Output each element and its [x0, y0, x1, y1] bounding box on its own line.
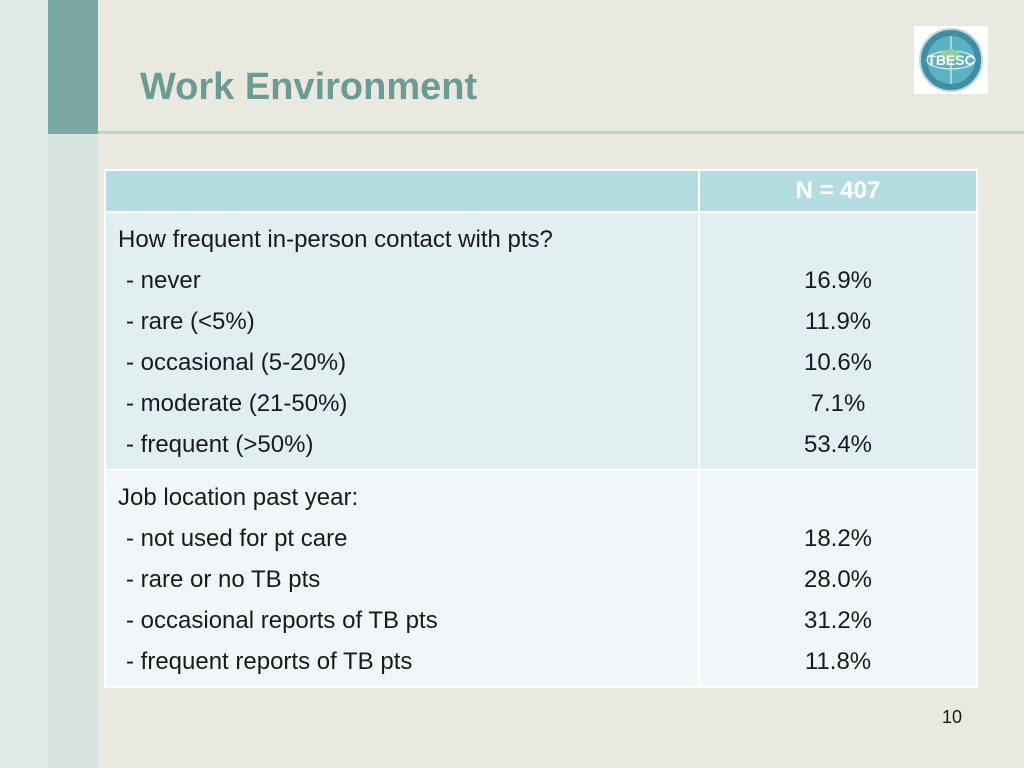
- list-item-label: - moderate (21-50%): [126, 390, 348, 417]
- list-item-value: 53.4%: [803, 431, 873, 458]
- list-item-label: - occasional reports of TB pts: [126, 607, 438, 634]
- list-item-label: - occasional (5-20%): [126, 349, 347, 376]
- job-location-values: 18.2% 28.0% 31.2% 11.8%: [698, 469, 978, 688]
- list-item-label: - never: [126, 267, 201, 294]
- list-item-label: - rare (<5%): [126, 308, 255, 335]
- contact-frequency-labels: How frequent in-person contact with pts?…: [104, 211, 700, 471]
- header-n-cell: N = 407: [698, 169, 978, 213]
- globe-logo-icon: TBESC: [919, 28, 983, 92]
- group-question: Job location past year:: [118, 484, 359, 511]
- group-question: How frequent in-person contact with pts?: [118, 226, 553, 253]
- list-item-label: - rare or no TB pts: [126, 566, 321, 593]
- list-item-value: 18.2%: [803, 525, 873, 552]
- table-header-row: N = 407: [104, 169, 978, 213]
- list-item-value: 7.1%: [810, 390, 866, 417]
- table-row-contact-frequency: How frequent in-person contact with pts?…: [104, 211, 978, 471]
- list-item-value: 11.8%: [804, 648, 872, 675]
- svg-text:TBESC: TBESC: [927, 52, 974, 68]
- table-row-job-location: Job location past year: - not used for p…: [104, 469, 978, 688]
- title-accent-bar: [48, 0, 98, 134]
- header-label-cell: [104, 169, 700, 213]
- list-item-label: - frequent (>50%): [126, 431, 314, 458]
- title-divider: [98, 131, 1024, 134]
- work-environment-table: N = 407 How frequent in-person contact w…: [104, 169, 978, 688]
- left-decorative-band: [0, 0, 48, 768]
- list-item-value: 16.9%: [803, 267, 873, 294]
- list-item-label: - not used for pt care: [126, 525, 348, 552]
- tbesc-logo: TBESC: [914, 26, 988, 94]
- list-item-value: 31.2%: [803, 607, 873, 634]
- job-location-labels: Job location past year: - not used for p…: [104, 469, 700, 688]
- list-item-value: 11.9%: [804, 308, 872, 335]
- slide-title: Work Environment: [140, 66, 478, 108]
- list-item-value: 28.0%: [803, 566, 873, 593]
- page-number: 10: [942, 707, 963, 727]
- contact-frequency-values: 16.9% 11.9% 10.6% 7.1% 53.4%: [698, 211, 978, 471]
- list-item-value: 10.6%: [803, 349, 873, 376]
- list-item-label: - frequent reports of TB pts: [126, 648, 413, 675]
